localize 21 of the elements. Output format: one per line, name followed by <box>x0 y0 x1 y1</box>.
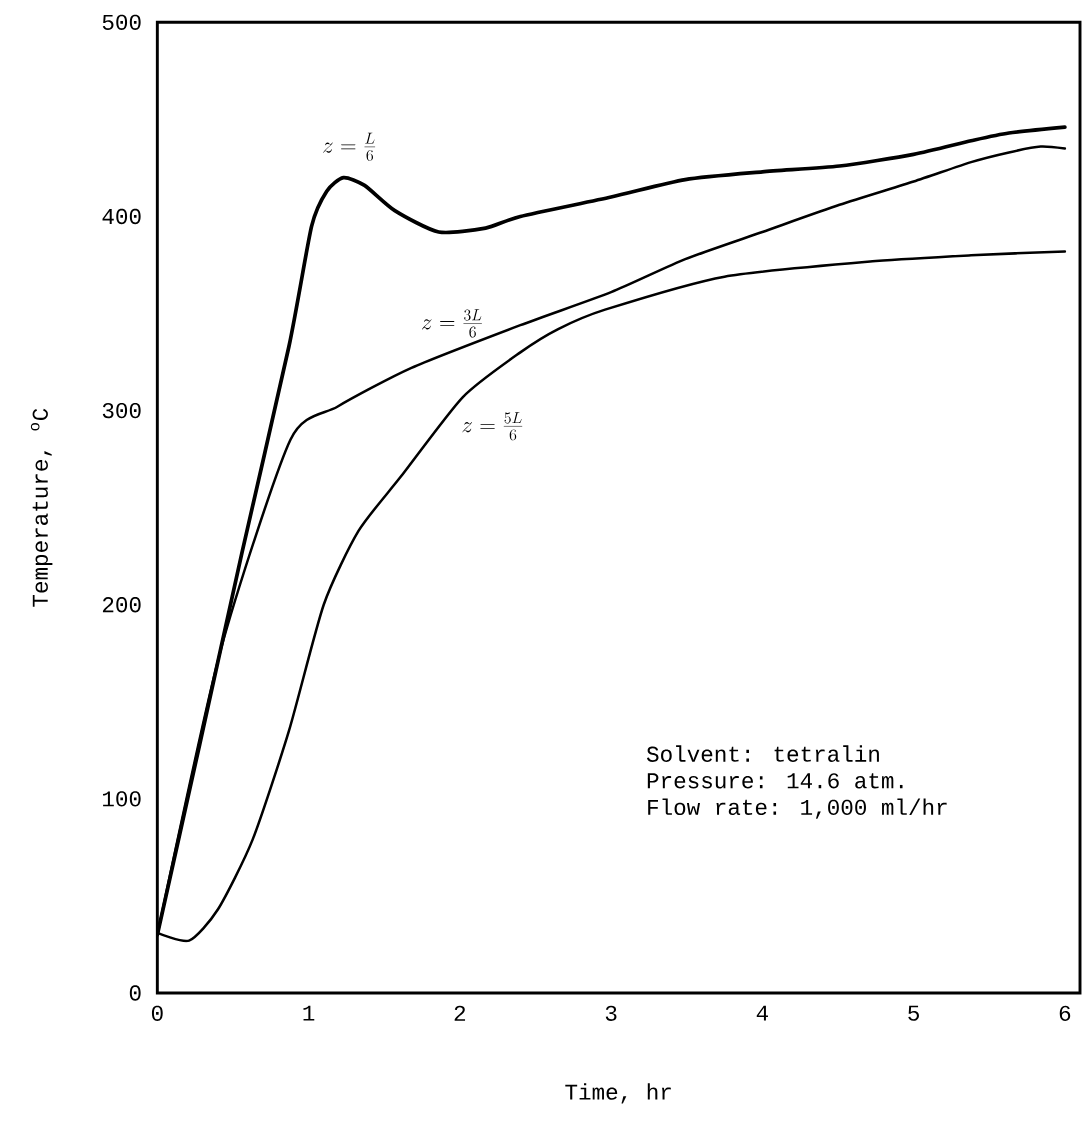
y-axis-title: Temperature, $^{o}$C <box>30 408 53 607</box>
x-tick-label: 4 <box>756 1005 768 1021</box>
y-tick-label: 300 <box>102 402 141 419</box>
y-tick-label: 400 <box>102 208 141 225</box>
x-axis-title: Time, hr <box>565 1083 671 1104</box>
x-tick-label: 6 <box>1059 1005 1071 1021</box>
series-label: $z = \frac{L}{6}$ <box>323 132 376 161</box>
x-tick-label: 5 <box>908 1005 919 1021</box>
y-tick-label: 100 <box>102 791 141 807</box>
annotation: Solvent: tetralin <box>646 745 879 762</box>
annotation: Flow rate: 1,000 ml/hr <box>648 798 947 819</box>
annotation: Pressure: 14.6 atm. <box>647 773 903 789</box>
x-tick-label: 3 <box>605 1005 617 1021</box>
y-tick-label: 0 <box>129 985 141 1001</box>
y-tick-label: 200 <box>102 597 141 613</box>
series-label: $z = \frac{5L}{6}$ <box>462 412 523 441</box>
x-tick-label: 1 <box>303 1005 315 1021</box>
x-tick-label: 0 <box>151 1005 163 1021</box>
series-label: $z = \frac{3L}{6}$ <box>422 309 482 338</box>
y-tick-label: 500 <box>102 14 141 30</box>
x-tick-label: 2 <box>454 1005 466 1021</box>
